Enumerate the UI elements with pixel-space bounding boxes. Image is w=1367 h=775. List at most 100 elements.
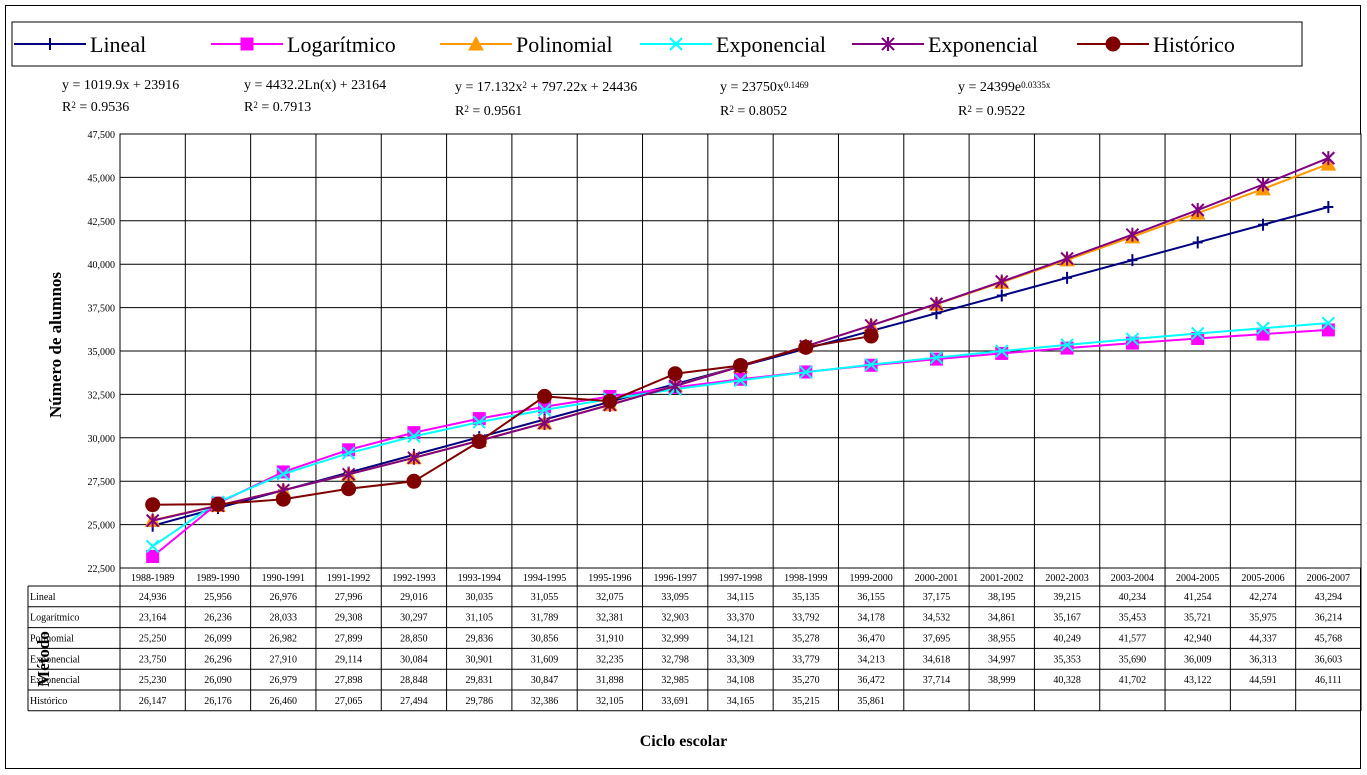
table-cell: 41,254 [1184, 592, 1212, 603]
table-cell: 33,779 [792, 654, 820, 665]
table-cell: 31,789 [531, 613, 559, 624]
x-tick-label: 1997-1998 [719, 573, 762, 584]
table-cell: 26,099 [204, 634, 232, 645]
table-cell: 32,903 [661, 613, 689, 624]
data-point [733, 357, 748, 373]
table-cell: 46,111 [1315, 675, 1342, 686]
table-cell: 31,910 [596, 634, 624, 645]
table-cell: 27,899 [335, 634, 363, 645]
table-cell: 27,065 [335, 696, 363, 707]
table-cell: 34,997 [988, 654, 1016, 665]
data-point [1321, 316, 1336, 330]
table-cell: 43,294 [1315, 592, 1343, 603]
data-point [929, 352, 943, 366]
data-point [602, 393, 618, 409]
table-cell: 34,121 [727, 634, 755, 645]
table-cell: 32,985 [661, 675, 689, 686]
x-tick-label: 2006-2007 [1307, 573, 1350, 584]
table-cell: 31,609 [531, 654, 559, 665]
series-line [152, 335, 872, 506]
table-cell: 36,470 [857, 634, 885, 645]
table-cell: 36,214 [1315, 613, 1343, 624]
table-cell: 26,090 [204, 675, 232, 686]
legend-label: Exponencial [716, 32, 826, 57]
table-cell: 35,215 [792, 696, 820, 707]
table-cell: 35,270 [792, 675, 820, 686]
table-cell: 30,084 [400, 654, 428, 665]
table-cell: 35,167 [1053, 613, 1081, 624]
r2-log: R2 = 0.7913 [244, 100, 312, 115]
table-cell: 32,075 [596, 592, 624, 603]
table-cell: 34,213 [857, 654, 885, 665]
equation-exp: y = 24399e0.0335x [958, 80, 1051, 95]
table-cell: 33,309 [727, 654, 755, 665]
legend-label: Histórico [1153, 32, 1235, 57]
table-cell: 30,901 [465, 654, 493, 665]
table-cell: 32,105 [596, 696, 624, 707]
table-cell: 31,055 [531, 592, 559, 603]
table-cell: 25,956 [204, 592, 232, 603]
legend-marker [669, 37, 683, 51]
data-point [667, 366, 683, 382]
data-point [407, 429, 421, 444]
table-cell: 26,979 [270, 675, 298, 686]
table-cell: 26,976 [270, 592, 298, 603]
data-point [471, 434, 487, 450]
table-row-header: Logarítmico [30, 613, 79, 624]
x-tick-label: 1995-1996 [588, 573, 631, 584]
table-cell: 34,165 [727, 696, 755, 707]
table-cell: 37,175 [923, 592, 951, 603]
table-cell: 43,122 [1184, 675, 1212, 686]
table-cell: 36,313 [1249, 654, 1277, 665]
table-cell: 29,308 [335, 613, 363, 624]
x-tick-label: 2004-2005 [1176, 573, 1219, 584]
table-cell: 37,714 [923, 675, 951, 686]
equation-poly: y = 17.132x2 + 797.22x + 24436 [455, 80, 638, 95]
data-point [276, 467, 290, 481]
table-cell: 40,249 [1053, 634, 1081, 645]
data-point [145, 497, 161, 513]
x-tick-label: 1990-1991 [262, 573, 305, 584]
y-tick-label: 27,500 [88, 477, 116, 488]
x-tick-label: 1999-2000 [849, 573, 892, 584]
table-cell: 36,009 [1184, 654, 1212, 665]
table-cell: 24,936 [139, 592, 167, 603]
data-point [406, 473, 422, 489]
table-cell: 36,155 [857, 592, 885, 603]
table-cell: 39,215 [1053, 592, 1081, 603]
table-cell: 34,532 [923, 613, 951, 624]
data-point [210, 496, 226, 512]
data-point [1125, 332, 1140, 346]
equation-pow: y = 23750x0.1469 [720, 80, 809, 95]
table-cell: 32,386 [531, 696, 559, 707]
table-cell: 35,690 [1119, 654, 1147, 665]
data-point [145, 539, 160, 554]
table-cell: 29,836 [465, 634, 493, 645]
x-tick-label: 2003-2004 [1111, 573, 1154, 584]
x-tick-label: 1993-1994 [458, 573, 501, 584]
table-cell: 32,235 [596, 654, 624, 665]
table-cell: 44,591 [1249, 675, 1277, 686]
x-tick-label: 1988-1989 [131, 573, 174, 584]
table-cell: 35,975 [1249, 613, 1277, 624]
y-tick-label: 42,500 [88, 217, 116, 228]
table-cell: 30,297 [400, 613, 428, 624]
table-cell: 26,147 [139, 696, 167, 707]
x-tick-label: 1989-1990 [196, 573, 239, 584]
table-cell: 35,453 [1119, 613, 1147, 624]
data-point [1321, 323, 1335, 337]
y-tick-label: 47,500 [88, 130, 116, 141]
table-cell: 23,750 [139, 654, 167, 665]
table-cell: 33,095 [661, 592, 689, 603]
table-cell: 35,861 [857, 696, 885, 707]
table-cell: 29,114 [335, 654, 362, 665]
data-point [995, 346, 1009, 360]
data-point [146, 549, 160, 563]
table-cell: 35,353 [1053, 654, 1081, 665]
table-cell: 38,955 [988, 634, 1016, 645]
table-row-header: Exponencial [30, 654, 80, 665]
table-row-header: Exponencial [30, 675, 80, 686]
legend-marker [1105, 36, 1121, 52]
data-point [1256, 321, 1270, 335]
y-tick-label: 25,000 [88, 521, 116, 532]
